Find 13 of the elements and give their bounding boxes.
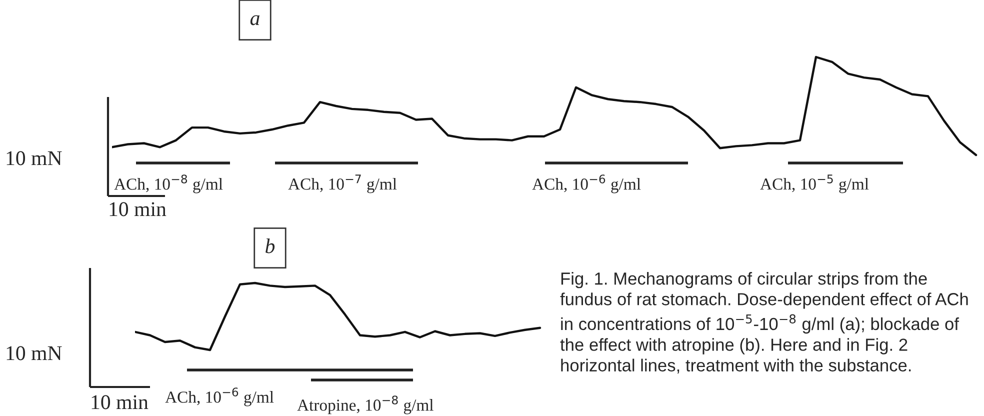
chart-title: a	[250, 15, 260, 26]
text: Fig. 1. Mechanograms of circular strips from the fundus of rat stomach. Dose-dependent effect of ACh in concentrations of 10$^{−5}$-10$^{−8}$ g/ml (a); blockade of the effect with atropine (b). Here and in Fig. 2 horizontal lines, treatment with the substance.	[560, 272, 968, 374]
text: 10 min	[110, 202, 166, 216]
text: Atropine, 10$^{−8}$ g/ml	[297, 396, 434, 414]
text: ACh, 10$^{−5}$ g/ml	[760, 174, 869, 194]
text: ACh, 10$^{−8}$ g/ml	[114, 174, 223, 194]
text: 10 min	[92, 395, 148, 410]
text: ACh, 10$^{−7}$ g/ml	[288, 174, 397, 194]
text: 10 mN	[6, 346, 62, 360]
chart-title: b	[266, 238, 275, 254]
text: ACh, 10$^{−6}$ g/ml	[532, 174, 641, 194]
text: ACh, 10$^{−6}$ g/ml	[165, 388, 274, 406]
text: 10 mN	[6, 151, 62, 166]
